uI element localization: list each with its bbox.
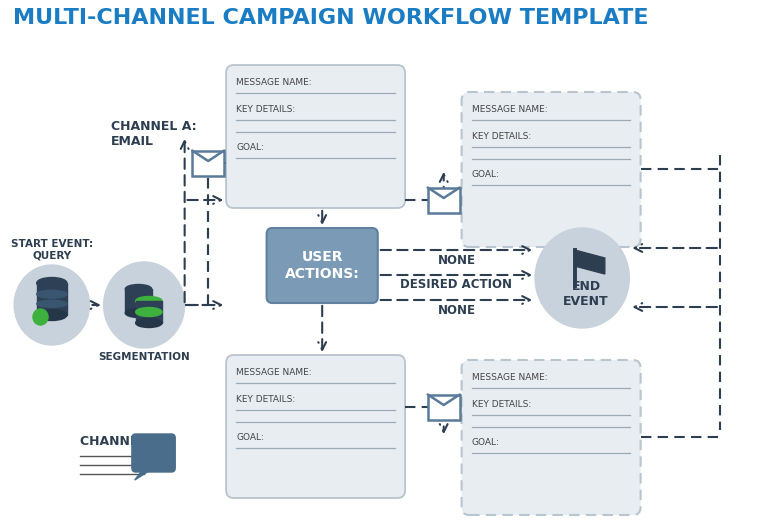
Text: DESIRED ACTION: DESIRED ACTION	[400, 279, 512, 291]
Text: START EVENT:
QUERY: START EVENT: QUERY	[11, 240, 93, 261]
Bar	[192, 150, 224, 175]
Bar	[428, 187, 459, 212]
Ellipse shape	[36, 300, 67, 307]
Circle shape	[104, 262, 185, 348]
Ellipse shape	[36, 278, 67, 289]
FancyBboxPatch shape	[226, 65, 405, 208]
Text: KEY DETAILS:: KEY DETAILS:	[237, 395, 296, 404]
Circle shape	[33, 309, 48, 325]
FancyBboxPatch shape	[132, 434, 175, 472]
Ellipse shape	[125, 309, 151, 317]
Text: MESSAGE NAME:: MESSAGE NAME:	[237, 78, 312, 87]
Ellipse shape	[36, 290, 67, 298]
Text: GOAL:: GOAL:	[237, 433, 265, 442]
Circle shape	[14, 265, 89, 345]
Ellipse shape	[136, 318, 162, 327]
Circle shape	[535, 228, 629, 328]
Text: GOAL:: GOAL:	[237, 143, 265, 152]
Text: MESSAGE NAME:: MESSAGE NAME:	[472, 105, 548, 114]
Text: MULTI-CHANNEL CAMPAIGN WORKFLOW TEMPLATE: MULTI-CHANNEL CAMPAIGN WORKFLOW TEMPLATE	[13, 8, 649, 28]
Text: KEY DETAILS:: KEY DETAILS:	[237, 105, 296, 114]
Ellipse shape	[136, 307, 162, 316]
Text: NONE: NONE	[438, 303, 476, 316]
Text: MESSAGE NAME:: MESSAGE NAME:	[472, 373, 548, 382]
Ellipse shape	[125, 284, 151, 293]
Text: SEGMENTATION: SEGMENTATION	[99, 352, 190, 362]
FancyBboxPatch shape	[267, 228, 378, 303]
Text: MESSAGE NAME:: MESSAGE NAME:	[237, 368, 312, 377]
Bar	[125, 289, 151, 313]
Text: CHANNEL B:: CHANNEL B:	[80, 435, 165, 448]
Ellipse shape	[36, 310, 67, 321]
FancyBboxPatch shape	[462, 92, 641, 247]
Text: CHANNEL A:
EMAIL: CHANNEL A: EMAIL	[111, 120, 197, 148]
Text: GOAL:: GOAL:	[472, 438, 500, 447]
Text: NONE: NONE	[438, 254, 476, 267]
Text: KEY DETAILS:: KEY DETAILS:	[472, 400, 532, 409]
Polygon shape	[135, 468, 154, 480]
Text: END
EVENT: END EVENT	[563, 280, 609, 308]
FancyBboxPatch shape	[226, 355, 405, 498]
Bar	[136, 301, 162, 323]
Text: KEY DETAILS:: KEY DETAILS:	[472, 132, 532, 141]
Polygon shape	[575, 250, 605, 274]
Bar	[428, 395, 459, 420]
Text: GOAL:: GOAL:	[472, 170, 500, 179]
Bar	[36, 283, 67, 315]
FancyBboxPatch shape	[462, 360, 641, 515]
Ellipse shape	[136, 296, 162, 305]
Text: USER
ACTIONS:: USER ACTIONS:	[285, 251, 359, 281]
